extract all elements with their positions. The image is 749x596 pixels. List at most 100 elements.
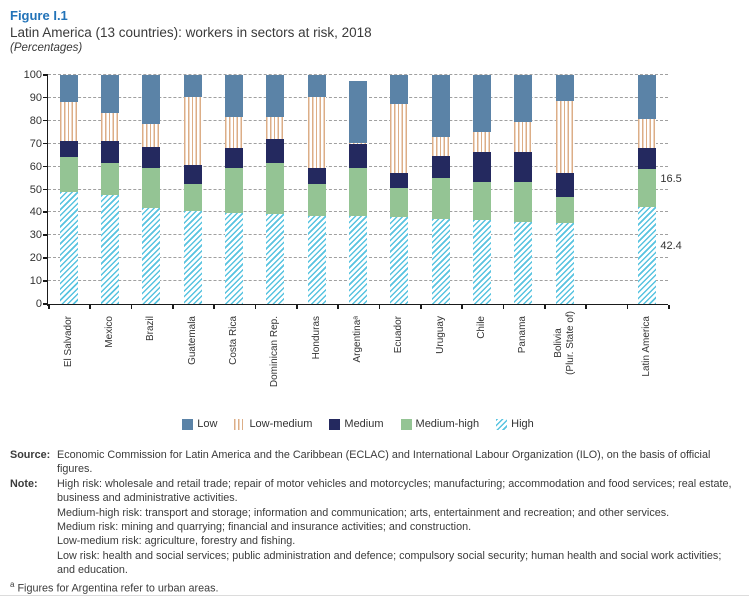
y-axis-tick [43,211,48,213]
bar-segment-medium-high [266,163,285,215]
note-line: Medium risk: mining and quarrying; finan… [57,521,472,534]
x-axis-tick [420,305,422,309]
bar-segment-medium [266,139,285,164]
y-axis-label: 50 [29,183,42,196]
bar-segment-low-medium [142,124,161,147]
x-axis-category-text: Latin America [641,316,653,377]
x-axis-category-label: Mexico [104,311,136,348]
legend-label: Low-medium [249,418,313,430]
legend-label: Medium [344,418,384,430]
bar-segment-high [390,216,409,304]
bar-segment-medium [473,152,491,182]
legend-swatch-medium-high [400,418,412,430]
bar-segment-low [101,75,119,113]
bar-segment-low-medium [101,112,119,141]
bar-segment-low-medium [473,131,491,153]
y-axis-tick [43,96,48,99]
bar-segment-low [431,75,450,137]
chart-legend: Low Low-medium Medium Medium-high High [48,418,668,430]
note-label: Note: [10,477,38,490]
legend-item-high: High [496,418,534,430]
x-axis-category-label: Honduras [311,311,354,359]
bar-segment-low-medium [266,116,285,140]
footnote-marker: a [10,579,15,589]
bar-segment-low [142,75,161,125]
bar-segment-high [349,215,367,304]
bar-segment-medium [390,172,409,189]
x-axis-tick [337,305,339,309]
bar-segment-medium-high [431,178,450,220]
y-axis-label: 20 [29,252,42,265]
x-axis-category-text: Argentinaᵃ [352,316,363,363]
bar-segment-low-medium [390,104,409,173]
y-axis-label: 70 [29,137,42,150]
bar-segment-low [307,75,326,97]
bar-segment-medium [183,164,202,184]
bar-segment-medium-high [225,168,243,214]
note-text: High risk: wholesale and retail trade; r… [57,477,740,578]
y-axis-label: 90 [29,91,42,104]
x-axis-category-text: Dominican Rep. [269,316,281,388]
x-axis-tick [213,305,215,309]
legend-item-medium-high: Medium-high [400,418,479,430]
x-axis-tick [544,305,546,309]
bar-segment-high [473,219,491,304]
y-axis-tick [43,74,48,76]
figure-number: Figure I.1 [10,8,68,23]
x-axis-tick [254,305,257,309]
bar-segment-high [225,213,243,304]
bar-segment-medium [514,152,533,183]
x-axis-tick [172,305,174,309]
x-axis-category-label: Uruguay [435,311,473,354]
bar-segment-low-medium [638,118,657,149]
bar-segment-low-medium [307,96,326,169]
x-axis-category-text: Bolivia (Plur. State of) [552,311,576,375]
bar-segment-medium-high [349,167,367,216]
bar-segment-high [142,208,161,304]
legend-label: High [511,418,534,430]
x-axis-category-label: Panama [517,311,554,353]
source-row: Source: Economic Commission for Latin Am… [10,448,740,477]
x-axis-category-text: Ecuador [393,316,405,354]
bar-segment-low [225,75,243,117]
footnote-text: Figures for Argentina refer to urban are… [17,582,219,595]
note-line: Medium-high risk: transport and storage;… [57,506,670,519]
bar-segment-low-medium [431,136,450,156]
x-axis-category-text: Panama [517,316,529,354]
figure-footer: Source: Economic Commission for Latin Am… [10,448,740,595]
x-axis-category-text: El Salvador [62,316,74,368]
legend-item-medium: Medium [329,418,384,430]
bar-segment-high [59,192,78,304]
x-axis-tick [130,305,133,309]
bar-segment-medium-high [142,167,161,209]
bar-segment-low-medium [555,101,574,174]
note-line: High risk: wholesale and retail trade; r… [57,477,732,505]
x-axis-tick [502,305,505,309]
bar-segment-medium [555,173,574,197]
y-axis-label: 10 [29,275,42,288]
legend-item-low-medium: Low-medium [234,418,312,430]
bar-segment-low [349,80,367,143]
bar-segment-medium-high [555,196,574,224]
bar-segment-low-medium [59,102,78,142]
bar-segment-low-medium [514,121,533,153]
bar-segment-medium [349,143,367,168]
legend-label: Low [197,418,218,430]
bar-segment-medium [638,148,657,170]
bar-segment-medium [225,148,243,169]
bar-segment-high [266,214,285,304]
bar-segment-low [266,75,285,117]
bar-segment-low [473,75,491,132]
x-axis-tick [585,305,587,309]
figure-title: Latin America (13 countries): workers in… [10,25,372,40]
x-axis-category-text: Mexico [104,316,115,348]
data-label-high: 42.4 [660,240,682,253]
bar-segment-medium [431,155,450,179]
note-line: Low risk: health and social services; pu… [57,549,722,577]
bar-segment-medium-high [638,169,657,207]
data-label-medium-high: 16.5 [660,173,682,185]
figure-header: Figure I.1 Latin America (13 countries):… [10,8,372,56]
bar-segment-medium [142,146,161,168]
y-axis-label: 40 [29,206,42,219]
